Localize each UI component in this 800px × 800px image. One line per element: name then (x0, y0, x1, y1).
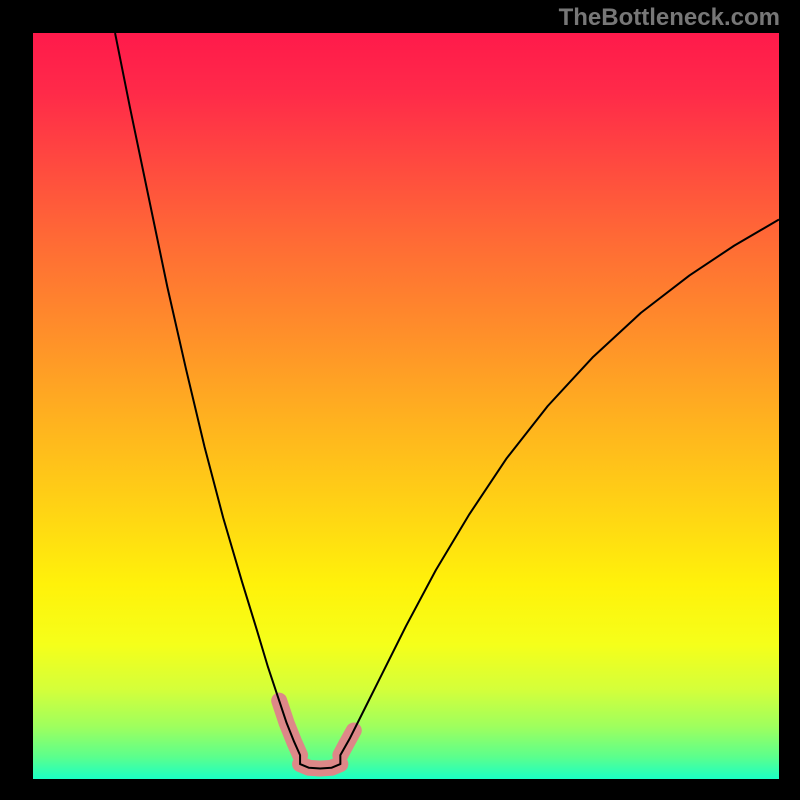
plot-area (33, 33, 779, 779)
curve-layer (33, 33, 779, 779)
watermark-text: TheBottleneck.com (559, 4, 780, 32)
chart-container: TheBottleneck.com (0, 0, 800, 800)
bottleneck-curve (115, 33, 779, 769)
